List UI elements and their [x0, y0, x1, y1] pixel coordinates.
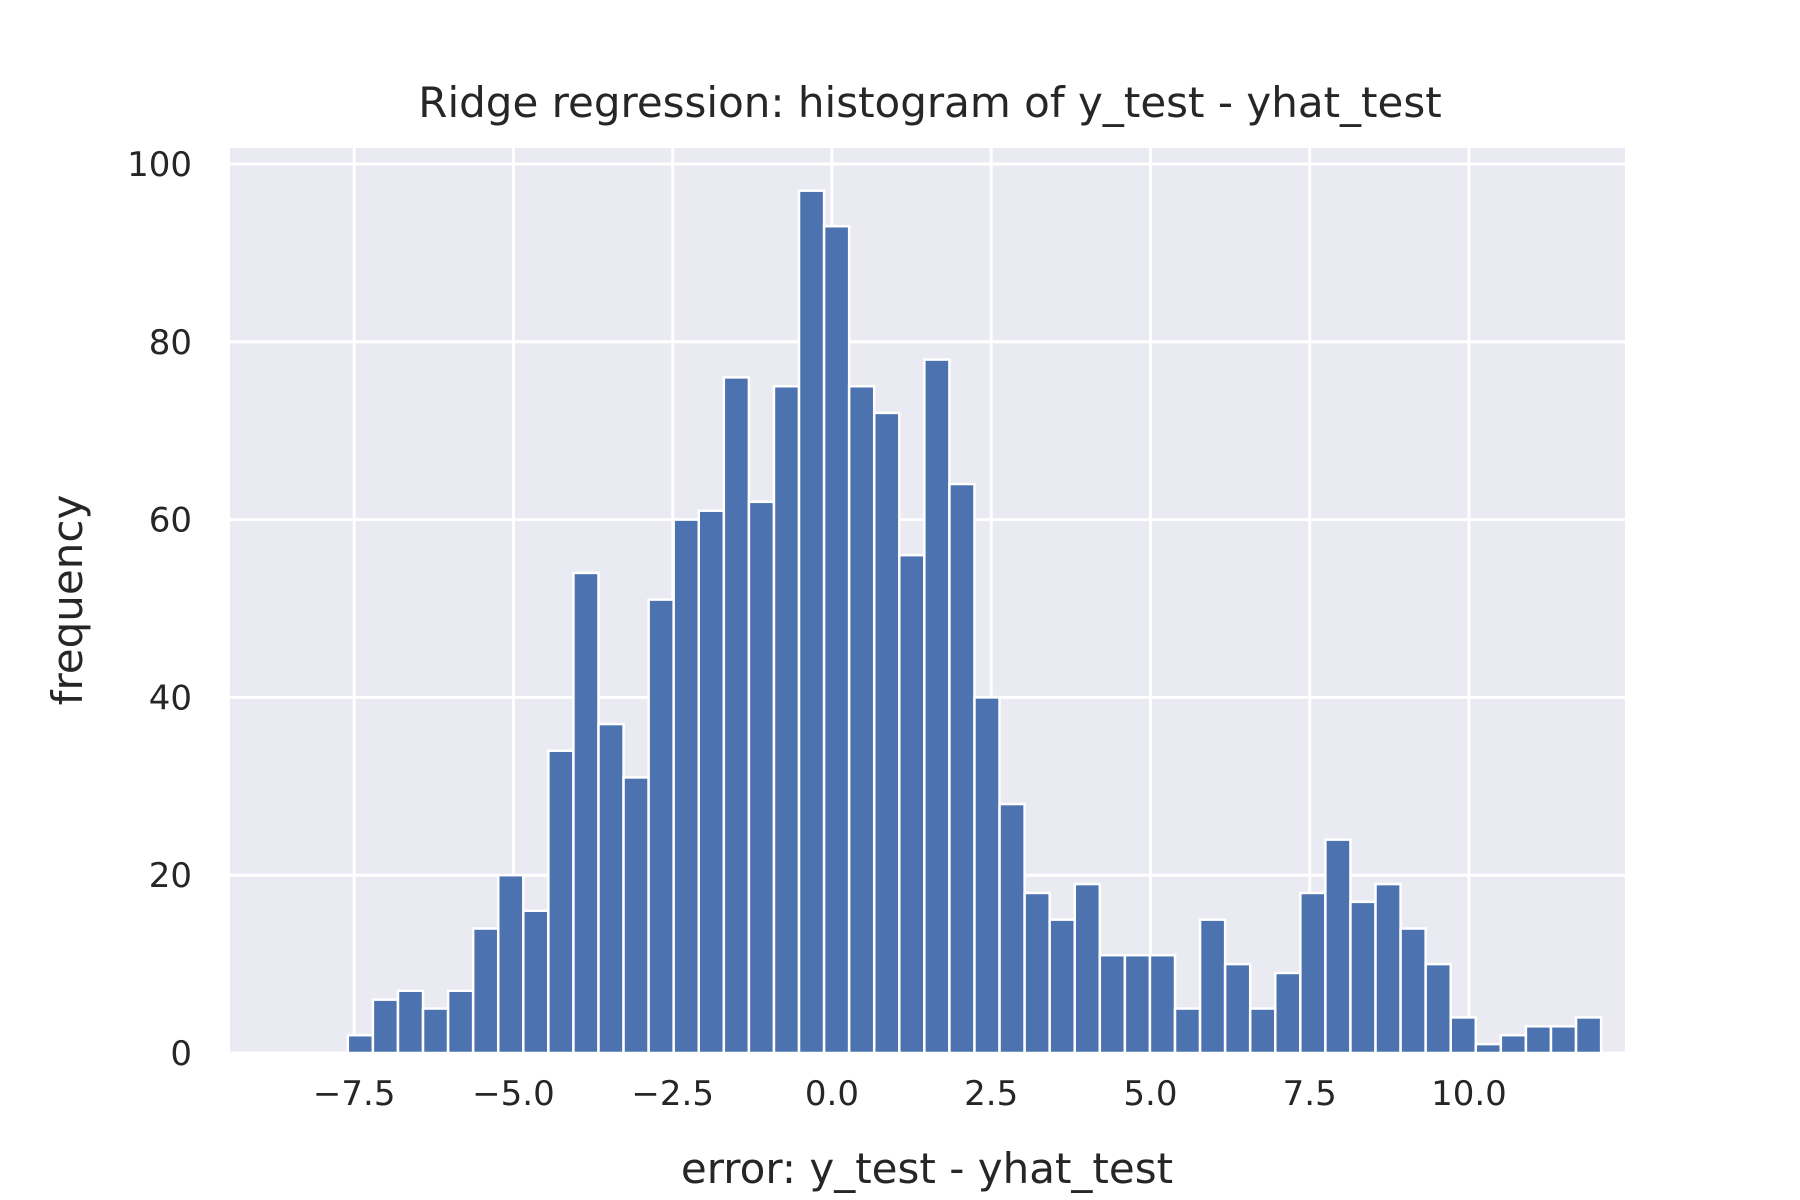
histogram-bar: [872, 411, 901, 1055]
histogram-bar: [973, 696, 1001, 1055]
y-tick-label: 40: [149, 678, 192, 718]
x-tick-label: 7.5: [1283, 1074, 1337, 1114]
y-tick-label: 80: [149, 323, 192, 363]
histogram-bar: [496, 873, 525, 1055]
histogram-bar: [647, 598, 675, 1055]
histogram-bar: [747, 500, 776, 1055]
histogram-bar: [597, 722, 625, 1055]
histogram-bar: [1023, 891, 1051, 1055]
x-tick-label: 2.5: [964, 1074, 1018, 1114]
histogram-bar: [371, 998, 400, 1055]
histogram-bar: [622, 776, 650, 1055]
x-tick-label: −5.0: [472, 1074, 555, 1114]
x-axis-ticks: −7.5 −5.0 −2.5 0.0 2.5 5.0 7.5 10.0: [313, 1074, 1507, 1114]
histogram-bar: [898, 553, 926, 1055]
y-tick-label: 20: [149, 856, 192, 896]
histogram-bar: [722, 376, 751, 1055]
y-axis-label: frequency: [43, 495, 92, 706]
histogram-bar: [1524, 1025, 1553, 1055]
histogram-bar: [471, 927, 500, 1055]
x-axis-label: error: y_test - yhat_test: [681, 1144, 1173, 1193]
x-tick-label: 0.0: [805, 1074, 859, 1114]
histogram-bar: [1399, 927, 1427, 1055]
histogram-bar: [572, 571, 600, 1055]
histogram-bar: [1499, 1033, 1528, 1055]
histogram-bar: [1474, 1042, 1503, 1055]
histogram-bar: [847, 385, 876, 1055]
histogram-bar: [822, 224, 851, 1055]
histogram-bar: [547, 749, 575, 1055]
histogram-bar: [1123, 953, 1152, 1055]
histogram-bar: [772, 385, 801, 1055]
histogram-bar: [1073, 882, 1102, 1055]
histogram-bar: [1223, 962, 1252, 1055]
histogram-bar: [1374, 882, 1402, 1055]
x-tick-label: −2.5: [631, 1074, 714, 1114]
y-axis-ticks: 0 20 40 60 80 100: [127, 145, 192, 1074]
histogram-bar: [923, 358, 951, 1055]
histogram-bar: [1198, 918, 1227, 1055]
histogram-bar: [1424, 962, 1452, 1055]
histogram-bar: [1549, 1025, 1578, 1055]
histogram-bar: [1449, 1016, 1478, 1055]
y-tick-label: 100: [127, 145, 192, 185]
histogram-bar: [421, 1007, 450, 1055]
x-tick-label: −7.5: [313, 1074, 396, 1114]
histogram-bar: [1048, 918, 1076, 1055]
y-tick-label: 60: [149, 501, 192, 541]
histogram-bar: [672, 518, 701, 1055]
histogram-bar: [522, 909, 550, 1055]
histogram-bar: [1349, 900, 1377, 1055]
histogram-bar: [948, 482, 976, 1055]
histogram-bar: [697, 509, 726, 1055]
histogram-bar: [346, 1033, 375, 1055]
y-tick-label: 0: [170, 1034, 192, 1074]
histogram-bar: [1574, 1016, 1603, 1055]
histogram-bar: [1324, 838, 1352, 1055]
histogram-bar: [1173, 1007, 1202, 1055]
histogram-bar: [446, 989, 475, 1055]
histogram-bars: [346, 189, 1603, 1055]
histogram-bar: [1248, 1007, 1277, 1055]
histogram-bar: [396, 989, 425, 1055]
histogram-bar: [1098, 953, 1127, 1055]
histogram-bar: [1274, 971, 1302, 1055]
histogram-bar: [1148, 953, 1177, 1055]
histogram-bar: [998, 802, 1026, 1055]
histogram-bar: [797, 189, 826, 1055]
histogram-bar: [1299, 891, 1327, 1055]
x-tick-label: 5.0: [1123, 1074, 1177, 1114]
x-tick-label: 10.0: [1431, 1074, 1507, 1114]
chart-title: Ridge regression: histogram of y_test - …: [418, 78, 1441, 127]
